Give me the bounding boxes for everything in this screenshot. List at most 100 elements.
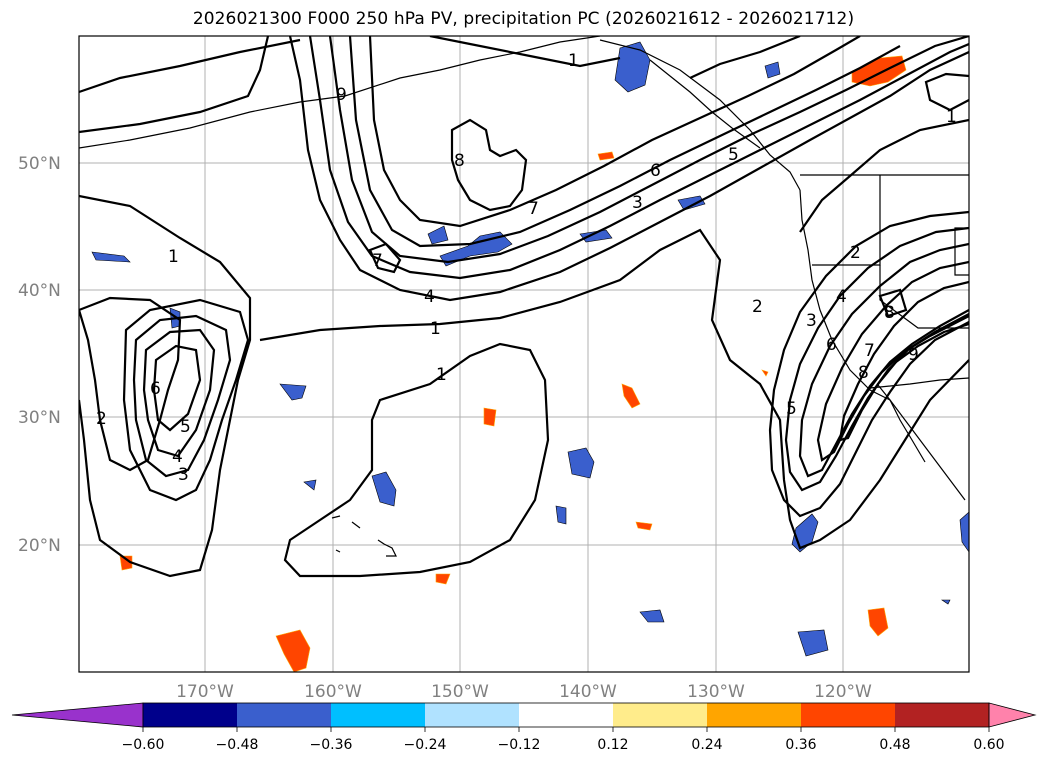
pv-contour-7	[348, 36, 901, 248]
border-us-mexico	[869, 377, 969, 389]
colorbar-segment	[895, 703, 990, 727]
pv-contour-1	[79, 36, 801, 94]
pv-contour-1	[799, 118, 969, 233]
contour-label: 1	[436, 365, 447, 385]
precip-blob-blue	[959, 511, 969, 553]
contour-label: 7	[372, 251, 383, 271]
contour-label: 7	[864, 341, 875, 361]
precip-blob-orange	[435, 573, 451, 585]
precip-blob-blue	[639, 609, 665, 623]
lon-label-130w: 130°W	[687, 682, 745, 702]
precip-blob-orange	[275, 629, 311, 672]
colorbar-tick-label: 0.36	[785, 737, 816, 753]
longitude-labels: 170°W 160°W 150°W 140°W 130°W 120°W	[176, 682, 872, 702]
contour-label: 1	[430, 319, 441, 339]
map-title: 2026021300 F000 250 hPa PV, precipitatio…	[192, 9, 855, 29]
precip-blob-blue	[764, 61, 781, 79]
contour-label: 9	[908, 345, 919, 365]
colorbar-segment	[707, 703, 802, 727]
pv-contour-1	[283, 342, 550, 578]
precip-blob-blue	[303, 479, 317, 491]
coastline-alaska-panhandle	[599, 39, 801, 191]
pv-contour-7	[328, 36, 969, 264]
plot-frame	[78, 35, 970, 673]
contour-label: 3	[806, 311, 817, 331]
colorbar-tick-label: −0.48	[216, 737, 259, 753]
colorbar-segment	[425, 703, 520, 727]
contour-label: 9	[336, 85, 347, 105]
gridlines	[79, 36, 969, 672]
colorbar-tick-label: −0.24	[404, 737, 447, 753]
pv-contour-9	[784, 226, 969, 492]
pv-contour-8	[450, 118, 528, 212]
colorbar-tick-label: −0.12	[498, 737, 541, 753]
precip-blob-blue	[555, 505, 567, 525]
colorbar-segment	[237, 703, 332, 727]
precip-blob-orange	[483, 407, 497, 427]
contour-label: 2	[752, 297, 763, 317]
lat-label-40n: 40°N	[18, 281, 61, 301]
colorbar-tick-label: 0.24	[691, 737, 722, 753]
contour-label: 6	[150, 379, 161, 399]
precip-blob-blue	[677, 195, 706, 211]
coastline-baja	[877, 384, 926, 463]
colorbar-segment	[613, 703, 708, 727]
pv-contour-1	[79, 194, 252, 578]
coastline-hawaii	[331, 515, 397, 557]
contour-label: 5	[786, 399, 797, 419]
latitude-labels: 50°N 40°N 30°N 20°N	[18, 154, 61, 556]
contour-label: 4	[424, 287, 435, 307]
precip-blob-orange	[635, 521, 653, 531]
colorbar-tick-label: −0.36	[310, 737, 353, 753]
pv-contour-5	[142, 328, 216, 458]
contour-label: 4	[172, 447, 183, 467]
contour-label: 1	[168, 247, 179, 267]
pv-contour-1	[259, 228, 969, 550]
pv-contour-3	[122, 298, 250, 502]
precip-blob-orange	[621, 383, 641, 409]
contour-label: 8	[858, 363, 869, 383]
contour-label: 5	[728, 145, 739, 165]
precip-blob-blue	[91, 251, 131, 263]
colorbar-arrow-min	[11, 702, 144, 728]
precip-blob-orange	[867, 607, 889, 637]
precipitation-field	[91, 41, 969, 672]
contour-label: 8	[454, 151, 465, 171]
contour-label: 1	[946, 107, 957, 127]
colorbar: −0.60 −0.48 −0.36 −0.24 −0.12 0.12 0.24 0.36 0.4…	[11, 702, 1037, 753]
colorbar-tick-label: 0.60	[973, 737, 1004, 753]
pv-contour-7	[368, 36, 861, 228]
contour-label: 6	[826, 335, 837, 355]
pv-contour-9	[798, 242, 969, 478]
lon-label-150w: 150°W	[431, 682, 489, 702]
precip-blob-blue	[797, 629, 829, 657]
precip-blob-blue	[427, 225, 449, 245]
colorbar-frame	[142, 702, 990, 728]
pv-contour-1	[924, 72, 969, 112]
pv-contour-7	[288, 36, 969, 302]
contour-label: 2	[850, 243, 861, 263]
precip-blob-blue	[371, 471, 397, 507]
pv-contour-9	[768, 210, 969, 518]
contour-label: 5	[180, 417, 191, 437]
colorbar-tick-label: 0.48	[879, 737, 910, 753]
pv-contour-4	[132, 314, 232, 478]
precip-blob-orange	[597, 151, 615, 161]
lon-label-170w: 170°W	[176, 682, 234, 702]
contour-label: 3	[632, 193, 643, 213]
coastline-bc-islands	[649, 59, 761, 149]
contour-label: 2	[96, 409, 107, 429]
lat-label-30n: 30°N	[18, 408, 61, 428]
contour-label: 7	[528, 199, 539, 219]
precip-blob-orange	[119, 555, 133, 571]
precip-blob-orange	[851, 55, 907, 87]
lat-label-20n: 20°N	[18, 536, 61, 556]
pv-contour-9	[816, 260, 969, 462]
lon-label-120w: 120°W	[814, 682, 872, 702]
contour-label: 4	[836, 287, 847, 307]
precip-blob-orange	[761, 369, 769, 377]
pv-contours	[79, 36, 969, 578]
colorbar-segment	[801, 703, 896, 727]
colorbar-arrow-max	[988, 702, 1037, 728]
